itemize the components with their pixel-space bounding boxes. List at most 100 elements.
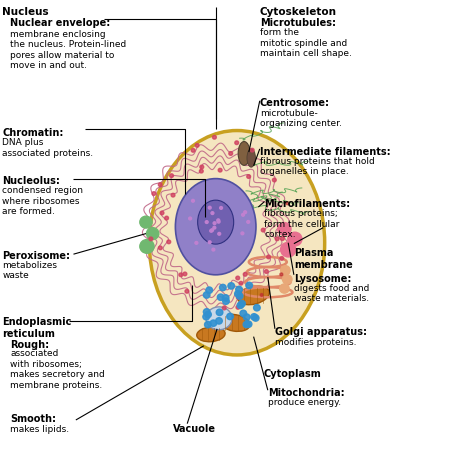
Text: Microfilaments:: Microfilaments: (264, 199, 351, 209)
Circle shape (185, 289, 189, 293)
Circle shape (140, 216, 152, 228)
Circle shape (219, 284, 226, 291)
Circle shape (216, 309, 223, 316)
Circle shape (210, 320, 217, 327)
Text: Vacuole: Vacuole (173, 424, 216, 434)
Circle shape (275, 237, 279, 240)
Text: Microtubules:: Microtubules: (260, 18, 336, 28)
Circle shape (267, 255, 271, 259)
Circle shape (200, 169, 203, 173)
Ellipse shape (175, 179, 256, 275)
Circle shape (245, 321, 252, 327)
Text: Centrosome:: Centrosome: (260, 98, 330, 109)
Text: Plasma
membrane: Plasma membrane (294, 248, 353, 270)
Circle shape (218, 232, 221, 235)
Circle shape (217, 294, 224, 300)
Circle shape (264, 270, 268, 273)
Circle shape (171, 193, 175, 197)
Circle shape (191, 199, 194, 202)
Circle shape (218, 169, 222, 172)
Text: Mitochondria:: Mitochondria: (268, 388, 345, 398)
Text: Nucleus: Nucleus (2, 7, 49, 17)
Text: Nucleolus:: Nucleolus: (2, 176, 60, 186)
Circle shape (247, 220, 250, 223)
Circle shape (140, 240, 154, 253)
Circle shape (205, 311, 211, 318)
Text: Nuclear envelope:: Nuclear envelope: (10, 18, 110, 28)
Ellipse shape (198, 200, 234, 244)
Circle shape (203, 292, 210, 298)
Circle shape (158, 183, 162, 186)
Circle shape (191, 148, 195, 152)
Text: associated
with ribosomes;
makes secretory and
membrane proteins.: associated with ribosomes; makes secreto… (10, 349, 105, 390)
Text: fibrous proteins that hold
organelles in place.: fibrous proteins that hold organelles in… (260, 157, 374, 176)
Circle shape (243, 322, 250, 328)
Text: membrane enclosing
the nucleus. Protein-lined
pores allow material to
move in an: membrane enclosing the nucleus. Protein-… (10, 30, 127, 70)
Circle shape (212, 248, 215, 251)
Ellipse shape (219, 314, 250, 332)
Circle shape (200, 165, 204, 169)
Circle shape (288, 232, 302, 246)
Circle shape (213, 226, 216, 229)
Circle shape (261, 228, 265, 232)
Circle shape (281, 266, 290, 275)
Circle shape (236, 305, 240, 309)
Text: Peroxisome:: Peroxisome: (2, 251, 70, 261)
Circle shape (222, 306, 226, 310)
Circle shape (223, 298, 229, 305)
Circle shape (227, 313, 233, 320)
Circle shape (252, 315, 259, 321)
Circle shape (179, 273, 183, 277)
Circle shape (216, 318, 222, 324)
Circle shape (278, 223, 291, 235)
Text: fibrous proteins;
form the cellular
cortex.: fibrous proteins; form the cellular cort… (264, 209, 340, 239)
Ellipse shape (197, 327, 225, 342)
Circle shape (189, 217, 191, 220)
Circle shape (242, 213, 245, 216)
Text: Lysosome:: Lysosome: (294, 274, 351, 284)
Circle shape (167, 240, 171, 244)
Circle shape (212, 136, 216, 139)
Circle shape (208, 206, 211, 209)
Ellipse shape (238, 286, 269, 305)
Text: Cytoskeleton: Cytoskeleton (260, 7, 337, 17)
Circle shape (280, 284, 289, 293)
Circle shape (160, 211, 164, 215)
Circle shape (146, 228, 159, 240)
Circle shape (236, 276, 240, 280)
Circle shape (228, 283, 235, 289)
Text: Rough:: Rough: (10, 340, 50, 350)
Text: modifies proteins.: modifies proteins. (275, 338, 356, 347)
Circle shape (205, 221, 208, 224)
Circle shape (210, 229, 213, 232)
Circle shape (241, 232, 244, 235)
Circle shape (286, 202, 289, 205)
Circle shape (229, 152, 233, 155)
Text: digests food and
waste materials.: digests food and waste materials. (294, 284, 369, 303)
Circle shape (206, 287, 212, 294)
Circle shape (244, 314, 250, 320)
Circle shape (251, 314, 257, 320)
Circle shape (219, 207, 222, 209)
Ellipse shape (238, 142, 250, 165)
Circle shape (149, 237, 153, 241)
Text: Smooth:: Smooth: (10, 414, 56, 425)
Circle shape (158, 246, 162, 250)
Text: microtubule-
organizing center.: microtubule- organizing center. (260, 109, 342, 128)
Circle shape (281, 237, 284, 240)
Circle shape (213, 222, 216, 224)
Circle shape (246, 282, 253, 289)
Circle shape (164, 216, 168, 220)
Circle shape (237, 293, 243, 299)
Circle shape (283, 275, 292, 284)
Circle shape (250, 148, 254, 152)
Circle shape (240, 310, 246, 316)
Circle shape (239, 281, 243, 285)
Circle shape (152, 192, 156, 196)
Circle shape (243, 273, 247, 276)
Text: makes lipids.: makes lipids. (10, 425, 70, 434)
Circle shape (247, 174, 251, 178)
Text: Cytoplasm: Cytoplasm (263, 369, 321, 379)
Circle shape (281, 242, 296, 257)
Circle shape (217, 220, 220, 223)
